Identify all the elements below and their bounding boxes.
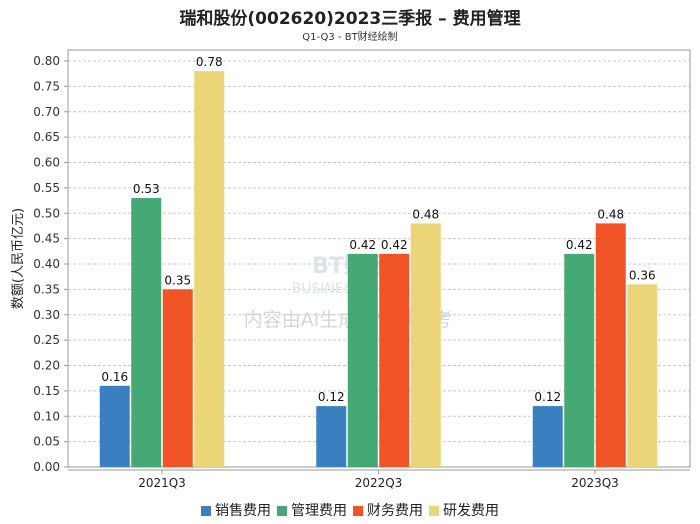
x-tick-label: 2022Q3 — [355, 476, 403, 490]
chart-title: 瑞和股份(002620)2023三季报 – 费用管理 — [179, 9, 521, 29]
plot-border — [67, 49, 691, 468]
legend-swatch — [353, 506, 363, 516]
legend-item[interactable]: 研发费用 — [429, 503, 499, 519]
y-tick-label: 0.05 — [33, 435, 60, 449]
y-tick-label: 0.70 — [33, 105, 60, 119]
y-tick-label: 0.25 — [33, 333, 60, 347]
y-tick-label: 0.50 — [33, 206, 60, 220]
bar — [316, 406, 347, 467]
data-label: 0.12 — [534, 390, 561, 404]
data-label: 0.12 — [318, 390, 345, 404]
legend-item[interactable]: 财务费用 — [353, 503, 423, 519]
bar — [627, 284, 658, 467]
bar — [347, 253, 378, 467]
bar — [131, 198, 162, 467]
bar — [194, 71, 225, 468]
x-tick-label: 2023Q3 — [571, 476, 619, 490]
data-label: 0.42 — [566, 238, 593, 252]
y-axis-label: 数额(人民币亿元) — [11, 208, 26, 309]
y-tick-label: 0.30 — [33, 308, 60, 322]
bar — [99, 385, 130, 467]
data-label: 0.42 — [381, 238, 408, 252]
legend-label: 财务费用 — [367, 503, 423, 519]
legend-item[interactable]: 管理费用 — [277, 503, 347, 519]
legend-swatch — [429, 506, 439, 516]
data-label: 0.48 — [597, 207, 624, 221]
legend: 销售费用 管理费用 财务费用 研发费用 — [0, 500, 700, 520]
bar — [162, 289, 193, 467]
y-tick-label: 0.10 — [33, 409, 60, 423]
legend-label: 管理费用 — [291, 503, 347, 519]
data-label: 0.48 — [412, 207, 439, 221]
x-tick-label: 2021Q3 — [138, 476, 186, 490]
data-label: 0.35 — [164, 273, 191, 287]
data-label: 0.36 — [629, 268, 656, 282]
y-tick-label: 0.15 — [33, 384, 60, 398]
data-label: 0.16 — [101, 370, 128, 384]
bar — [595, 223, 626, 467]
y-tick-label: 0.20 — [33, 359, 60, 373]
legend-label: 销售费用 — [215, 503, 271, 519]
legend-item[interactable]: 销售费用 — [201, 503, 271, 519]
bar — [532, 406, 563, 467]
data-label: 0.53 — [133, 182, 160, 196]
data-label: 0.42 — [349, 238, 376, 252]
bar — [379, 253, 410, 467]
y-tick-label: 0.75 — [33, 79, 60, 93]
y-tick-label: 0.40 — [33, 257, 60, 271]
chart-subtitle: Q1-Q3 - BT财经绘制 — [302, 32, 398, 43]
bar — [564, 253, 595, 467]
y-tick-label: 0.45 — [33, 232, 60, 246]
y-tick-label: 0.00 — [33, 460, 60, 474]
y-tick-label: 0.55 — [33, 181, 60, 195]
y-tick-label: 0.65 — [33, 130, 60, 144]
y-tick-label: 0.35 — [33, 282, 60, 296]
bar — [410, 223, 441, 467]
legend-label: 研发费用 — [443, 503, 499, 519]
legend-swatch — [277, 506, 287, 516]
legend-swatch — [201, 506, 211, 516]
data-label: 0.78 — [196, 55, 223, 69]
y-tick-label: 0.60 — [33, 156, 60, 170]
y-tick-label: 0.80 — [33, 54, 60, 68]
